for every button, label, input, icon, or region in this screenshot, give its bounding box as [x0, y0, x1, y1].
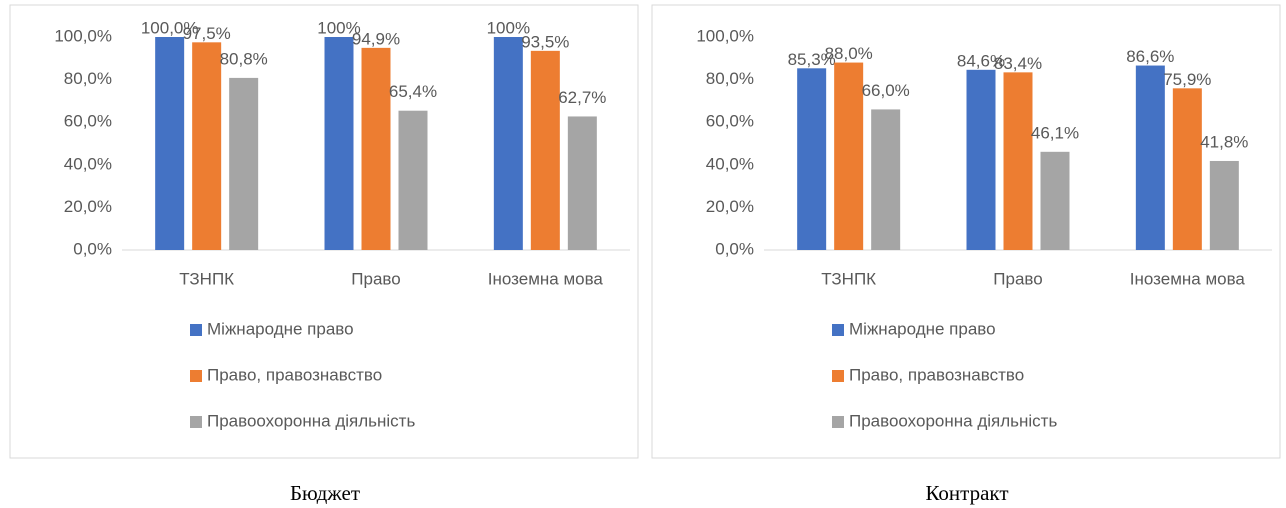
bar [1209, 160, 1239, 250]
data-label: 75,9% [1163, 70, 1211, 89]
y-tick-label: 0,0% [73, 239, 112, 258]
bar [871, 109, 901, 250]
bar [229, 77, 259, 251]
legend-swatch [832, 324, 844, 336]
y-tick-label: 40,0% [64, 154, 112, 173]
data-label: 65,4% [389, 82, 437, 101]
bar [1040, 151, 1070, 250]
bar [1003, 72, 1033, 250]
caption: Контракт [925, 481, 1008, 505]
bar [192, 42, 222, 251]
x-tick-label: ТЗНПК [821, 269, 876, 288]
bar [567, 116, 597, 250]
bar [398, 110, 428, 250]
data-label: 66,0% [862, 81, 910, 100]
y-tick-label: 60,0% [706, 112, 754, 131]
legend-swatch [190, 416, 202, 428]
chart-frame [651, 4, 1281, 459]
data-label: 86,6% [1126, 47, 1174, 66]
data-label: 97,5% [183, 24, 231, 43]
y-tick-label: 80,0% [64, 69, 112, 88]
legend-label: Правоохоронна діяльність [207, 411, 415, 430]
chart-frame [9, 4, 639, 459]
x-tick-label: Право [993, 269, 1042, 288]
legend-swatch [190, 324, 202, 336]
legend-label: Міжнародне право [849, 319, 996, 338]
bar [1135, 65, 1165, 251]
bar [530, 50, 560, 250]
data-label: 94,9% [352, 29, 400, 48]
y-tick-label: 100,0% [54, 26, 112, 45]
x-tick-label: Іноземна мова [1130, 269, 1246, 288]
data-label: 80,8% [220, 49, 268, 68]
bar [155, 37, 185, 250]
data-label: 62,7% [558, 88, 606, 107]
y-tick-label: 100,0% [696, 26, 754, 45]
legend-label: Правоохоронна діяльність [849, 411, 1057, 430]
y-tick-label: 60,0% [64, 112, 112, 131]
x-tick-label: ТЗНПК [179, 269, 234, 288]
legend-label: Право, правознавство [207, 365, 382, 384]
x-tick-label: Іноземна мова [488, 269, 604, 288]
bar [966, 69, 996, 250]
legend-swatch [832, 416, 844, 428]
bar [834, 62, 864, 251]
data-label: 41,8% [1200, 132, 1248, 151]
bar [797, 68, 827, 250]
data-label: 84,6% [957, 51, 1005, 70]
data-label: 85,3% [788, 50, 836, 69]
data-label: 100% [317, 18, 360, 37]
data-label: 100% [487, 18, 530, 37]
y-tick-label: 0,0% [715, 239, 754, 258]
legend-label: Право, правознавство [849, 365, 1024, 384]
y-tick-label: 40,0% [706, 154, 754, 173]
data-label: 88,0% [825, 44, 873, 63]
bar [361, 47, 391, 250]
y-tick-label: 20,0% [64, 197, 112, 216]
bar [324, 37, 354, 250]
bar [1172, 88, 1202, 250]
legend-label: Міжнародне право [207, 319, 354, 338]
legend-swatch [832, 370, 844, 382]
caption: Бюджет [290, 481, 360, 505]
x-tick-label: Право [351, 269, 400, 288]
bar [493, 37, 523, 250]
y-tick-label: 80,0% [706, 69, 754, 88]
data-label: 83,4% [994, 54, 1042, 73]
legend-swatch [190, 370, 202, 382]
data-label: 93,5% [521, 32, 569, 51]
data-label: 100,0% [141, 18, 199, 37]
y-tick-label: 20,0% [706, 197, 754, 216]
data-label: 46,1% [1031, 123, 1079, 142]
